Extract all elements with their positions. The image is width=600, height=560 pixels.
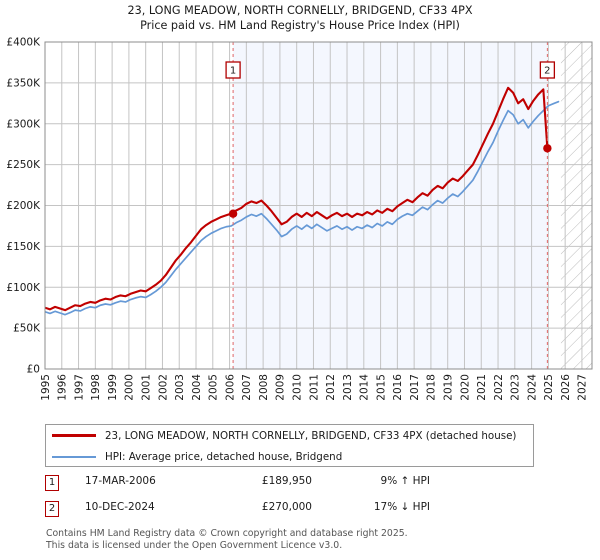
- svg-text:£200K: £200K: [6, 200, 41, 212]
- svg-text:2014: 2014: [359, 374, 371, 401]
- series-line-price-paid: [45, 86, 549, 312]
- svg-text:£150K: £150K: [6, 241, 41, 253]
- table-row[interactable]: 2 10-DEC-2024 £270,000 17% ↓ HPI: [45, 499, 465, 525]
- svg-text:2018: 2018: [426, 374, 438, 401]
- transaction-hpi-delta-1: 9% ↑ HPI: [380, 475, 430, 487]
- title-line-1: 23, LONG MEADOW, NORTH CORNELLY, BRIDGEN…: [127, 4, 473, 17]
- svg-text:2021: 2021: [476, 374, 488, 401]
- svg-text:1995: 1995: [40, 374, 52, 401]
- svg-text:2011: 2011: [308, 374, 320, 401]
- svg-text:1: 1: [230, 66, 236, 77]
- legend-item-hpi: HPI: Average price, detached house, Brid…: [46, 446, 533, 467]
- svg-text:£400K: £400K: [6, 37, 41, 49]
- svg-text:2005: 2005: [208, 374, 220, 401]
- svg-text:1998: 1998: [90, 374, 102, 401]
- svg-text:2004: 2004: [191, 374, 203, 401]
- title-line-2: Price paid vs. HM Land Registry's House …: [140, 19, 460, 32]
- svg-text:2017: 2017: [409, 374, 421, 401]
- transaction-date-1: 17-MAR-2006: [85, 475, 156, 487]
- svg-text:2026: 2026: [560, 374, 572, 401]
- transaction-badge-2: 2: [45, 501, 59, 517]
- svg-text:2024: 2024: [526, 374, 538, 401]
- legend-item-price-paid: 23, LONG MEADOW, NORTH CORNELLY, BRIDGEN…: [46, 425, 533, 446]
- svg-text:2015: 2015: [375, 374, 387, 401]
- svg-text:2010: 2010: [291, 374, 303, 401]
- svg-text:2027: 2027: [577, 374, 589, 401]
- svg-text:1996: 1996: [57, 374, 69, 401]
- svg-text:2019: 2019: [442, 374, 454, 401]
- transaction-price-2: £270,000: [261, 501, 312, 513]
- legend-label-hpi: HPI: Average price, detached house, Brid…: [105, 450, 343, 463]
- svg-text:2009: 2009: [275, 374, 287, 401]
- svg-text:2013: 2013: [342, 374, 354, 401]
- table-row[interactable]: 1 17-MAR-2006 £189,950 9% ↑ HPI: [45, 473, 465, 499]
- footer-line-2: This data is licensed under the Open Gov…: [46, 539, 343, 551]
- chart-canvas: £0 £50K £100K £150K £200K £250K £300K £350K £400…: [6, 37, 593, 401]
- svg-text:£100K: £100K: [6, 282, 41, 294]
- svg-text:2006: 2006: [224, 374, 236, 401]
- svg-text:2016: 2016: [392, 374, 404, 401]
- y-axis-tick-labels: £0 £50K £100K £150K £200K £250K £300K £350K £400…: [6, 37, 41, 376]
- transactions-table: 1 17-MAR-2006 £189,950 9% ↑ HPI 2 10-DEC…: [45, 473, 465, 525]
- page-title: 23, LONG MEADOW, NORTH CORNELLY, BRIDGEN…: [0, 3, 600, 33]
- legend-swatch-price-paid: [52, 434, 96, 437]
- transaction-price-1: £189,950: [261, 475, 312, 487]
- legend-label-price-paid: 23, LONG MEADOW, NORTH CORNELLY, BRIDGEN…: [105, 429, 517, 442]
- svg-text:2001: 2001: [140, 374, 152, 401]
- x-axis-tick-labels: 1995 1996 1997 1998 1999 2000 2001 2002 2003 2004…: [40, 374, 589, 401]
- svg-text:£250K: £250K: [6, 159, 41, 171]
- series-line-hpi: [45, 100, 560, 316]
- svg-text:2022: 2022: [493, 374, 505, 401]
- attribution-footer: Contains HM Land Registry data © Crown c…: [46, 528, 586, 551]
- svg-text:2020: 2020: [459, 374, 471, 401]
- svg-text:2012: 2012: [325, 374, 337, 401]
- svg-text:2023: 2023: [510, 374, 522, 401]
- svg-text:1997: 1997: [73, 374, 85, 401]
- svg-text:2003: 2003: [174, 374, 186, 401]
- footer-line-1: Contains HM Land Registry data © Crown c…: [46, 528, 408, 539]
- svg-text:1999: 1999: [107, 374, 119, 401]
- svg-text:2: 2: [544, 66, 550, 77]
- legend-swatch-hpi: [52, 455, 96, 458]
- transaction-hpi-delta-2: 17% ↓ HPI: [373, 501, 430, 513]
- svg-text:2008: 2008: [258, 374, 270, 401]
- chart-legend: 23, LONG MEADOW, NORTH CORNELLY, BRIDGEN…: [45, 424, 534, 467]
- transaction-date-2: 10-DEC-2024: [85, 501, 155, 513]
- svg-text:2002: 2002: [157, 374, 169, 401]
- svg-text:2000: 2000: [124, 374, 136, 401]
- svg-text:£350K: £350K: [6, 77, 41, 89]
- svg-text:£50K: £50K: [13, 323, 41, 335]
- transaction-marker-points: [228, 144, 552, 218]
- plot-border: [44, 41, 593, 370]
- svg-text:£0: £0: [27, 364, 40, 376]
- svg-text:£300K: £300K: [6, 118, 41, 130]
- transaction-badge-1: 1: [45, 475, 59, 491]
- svg-text:2007: 2007: [241, 374, 253, 401]
- transaction-marker-lines: [232, 42, 548, 369]
- svg-text:2025: 2025: [543, 374, 555, 401]
